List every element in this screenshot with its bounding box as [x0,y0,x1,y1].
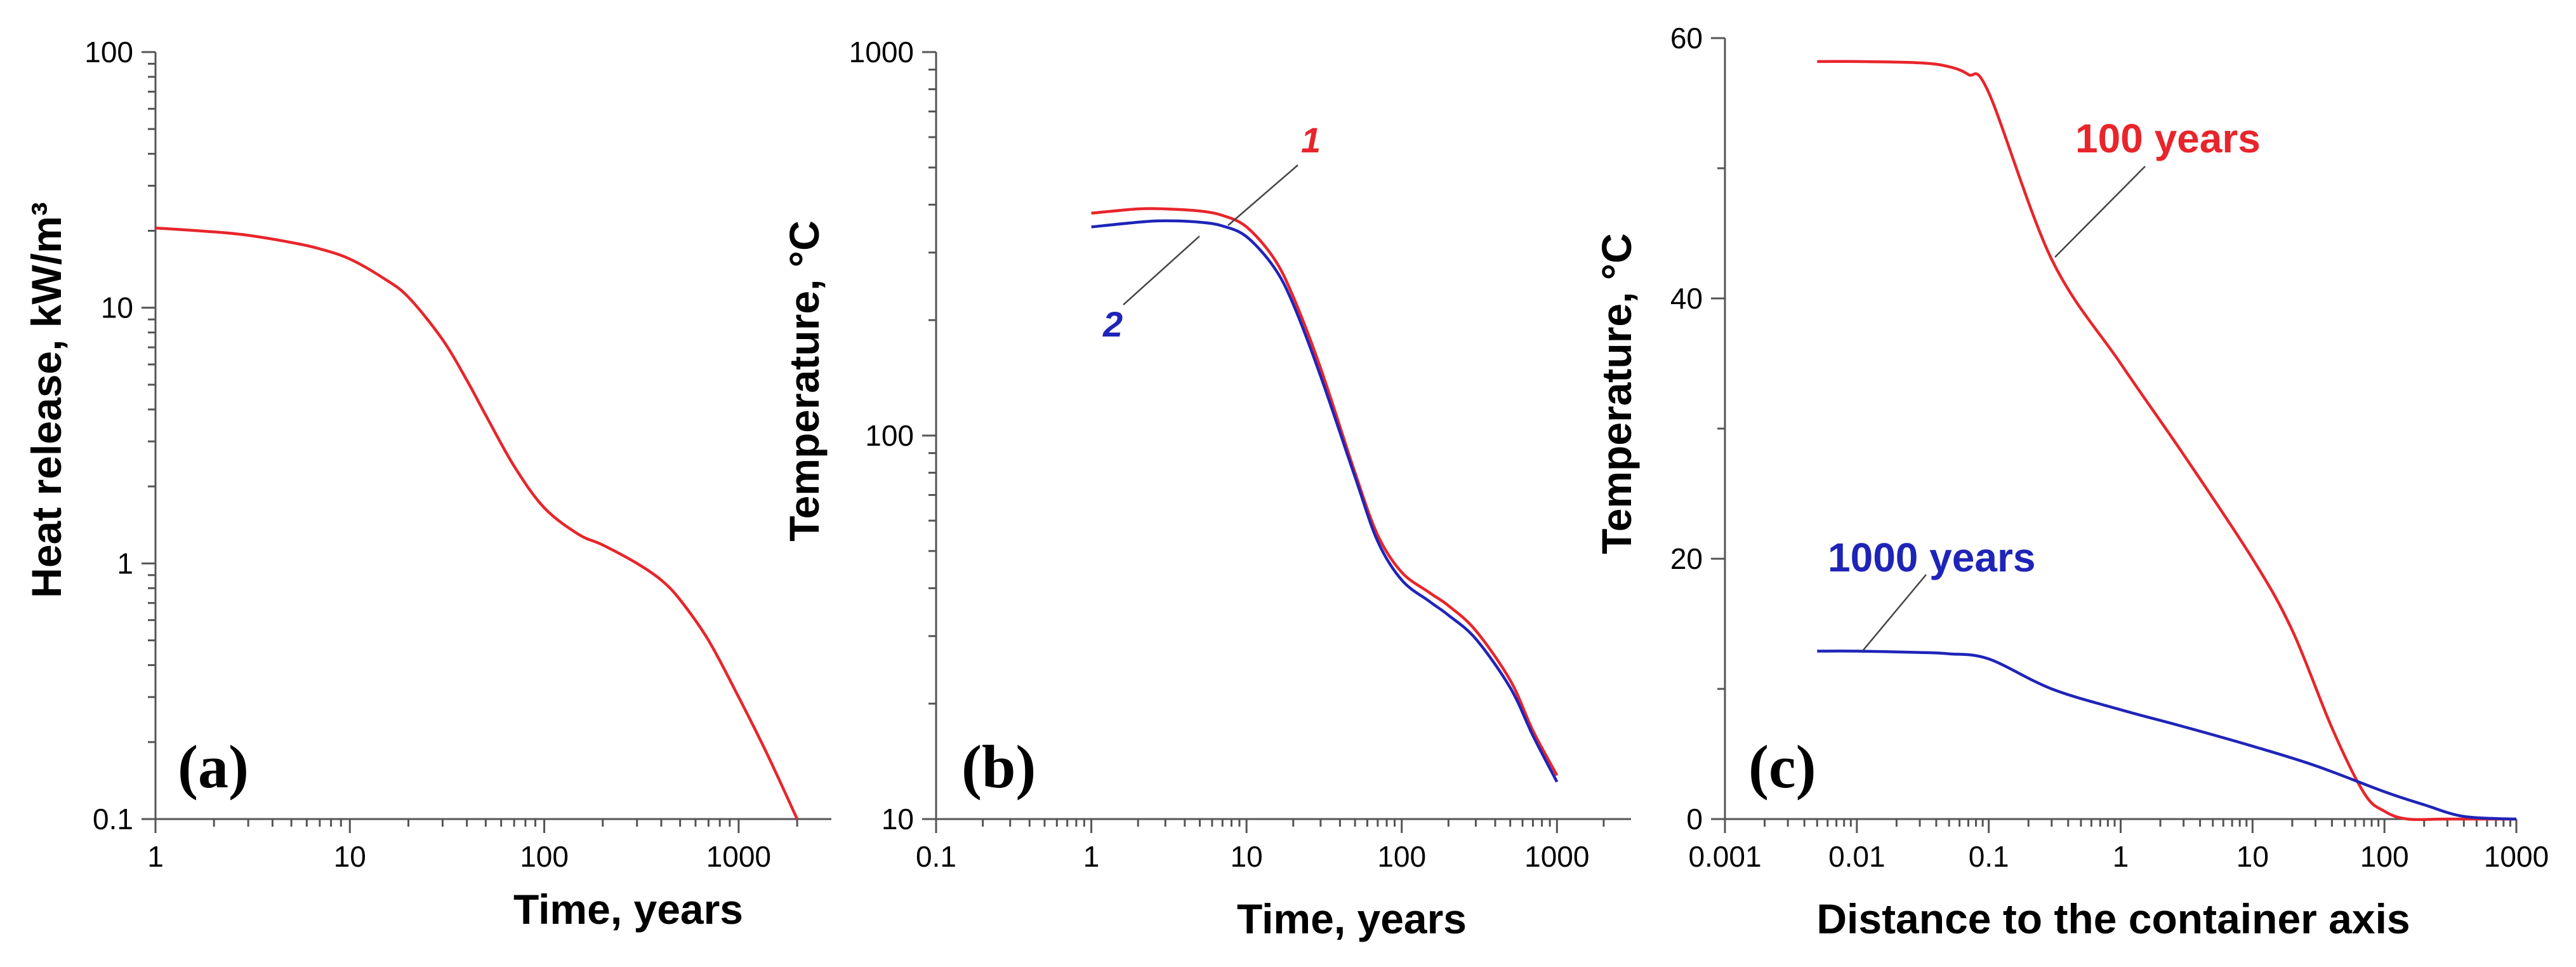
panel-c-x-tick-label: 0.001 [1688,840,1761,873]
series-1-label: 1 [1301,120,1321,160]
panel-b: 0.1 1 10 100 1000 10 100 1000 (b) Time, years T… [781,36,1631,942]
panel-b-series-line-2 [1091,219,1559,783]
panel-a-x-axis-title: Time, years [513,886,743,933]
panel-c: 0.001 0.01 0.1 1 10 100 1000 0 20 40 60 (c) Distan… [1593,22,2549,942]
panel-a-x-tick-label: 1000 [706,840,771,873]
panel-b-x-tick-label: 1000 [1524,840,1589,873]
panel-c-x-tick-label: 0.01 [1828,840,1886,873]
panel-a-y-tick-label: 10 [101,291,133,324]
series-1000-years-label: 1000 years [1828,535,2035,580]
panel-c-y-tick-label: 20 [1670,542,1703,575]
panel-b-x-tick-label: 100 [1377,840,1426,873]
panel-a-y-axis-title: Heat release, kW/m³ [23,202,70,598]
panel-c-x-tick-label: 1000 [2484,840,2549,873]
panel-c-series-line-1 [1817,60,2516,822]
series-100-years-leader [2054,166,2146,258]
panel-a-label: (a) [178,733,249,801]
panel-b-label: (b) [961,733,1036,801]
panel-c-y-axis-title: Temperature, °C [1593,233,1640,554]
panel-b-y-axis-title: Temperature, °C [781,220,828,542]
panel-b-x-tick-label: 0.1 [916,840,956,873]
panel-a-y-tick-label: 0.1 [93,803,133,836]
panel-a-ticks: 1 10 100 1000 0.1 1 10 100 [84,36,831,873]
panel-a-series-line-1 [155,226,799,820]
panel-a-y-tick-label: 1 [117,547,133,580]
panel-b-x-tick-label: 1 [1083,840,1100,873]
panel-a-x-tick-label: 100 [520,840,569,873]
panel-a: 1 10 100 1000 0.1 1 10 100 (a) Time, years Heat… [23,36,831,933]
series-2-label: 2 [1102,304,1123,344]
panel-c-x-tick-label: 1 [2113,840,2129,873]
panel-c-label: (c) [1748,733,1816,801]
panel-b-series [1091,207,1559,783]
panel-c-ticks: 0.001 0.01 0.1 1 10 100 1000 0 20 40 60 [1670,22,2549,873]
panel-a-x-tick-label: 10 [334,840,366,873]
panel-b-x-axis-title: Time, years [1237,895,1467,942]
panel-c-x-tick-label: 0.1 [1969,840,2009,873]
series-1000-years-leader [1862,574,1927,651]
panel-b-ticks: 0.1 1 10 100 1000 10 100 1000 [849,36,1631,873]
panel-b-y-tick-label: 100 [865,419,914,452]
panel-c-series [1817,60,2517,822]
series-2-leader [1123,236,1200,305]
panel-c-y-tick-label: 60 [1670,22,1703,55]
panel-c-series-line-2 [1817,650,2517,821]
panel-b-series-line-1 [1091,207,1559,777]
panel-c-y-tick-label: 0 [1686,803,1703,836]
panel-b-y-tick-label: 1000 [849,36,914,69]
panel-b-x-tick-label: 10 [1231,840,1263,873]
panel-c-x-tick-label: 100 [2360,840,2409,873]
panel-a-y-tick-label: 100 [84,36,133,69]
series-100-years-label: 100 years [2075,116,2261,161]
panel-b-y-tick-label: 10 [882,803,914,836]
panel-c-x-axis-title: Distance to the container axis [1816,895,2410,942]
panel-c-y-tick-label: 40 [1670,282,1703,315]
panel-a-x-tick-label: 1 [147,840,164,873]
series-1-leader [1227,164,1298,226]
panel-c-x-tick-label: 10 [2236,840,2269,873]
panel-a-series [155,226,799,820]
